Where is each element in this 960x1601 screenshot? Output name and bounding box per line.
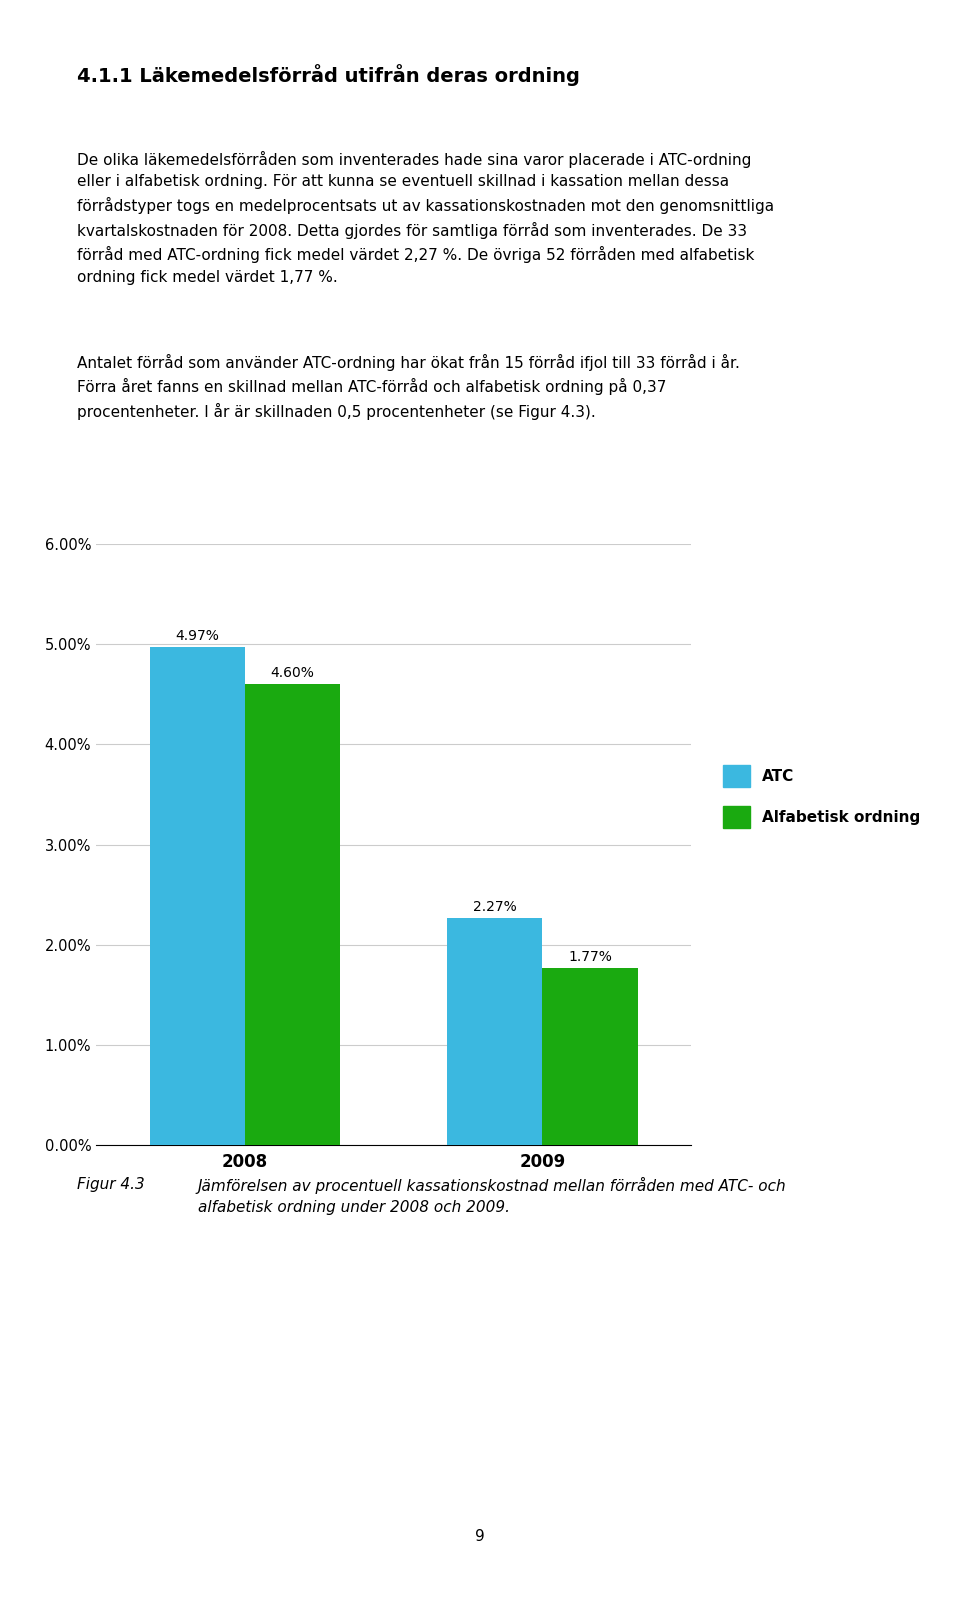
Text: 4.60%: 4.60% xyxy=(271,666,314,680)
Text: Jämförelsen av procentuell kassationskostnad mellan förråden med ATC- och
alfabe: Jämförelsen av procentuell kassationskos… xyxy=(198,1177,786,1215)
Text: 4.1.1 Läkemedelsförråd utifrån deras ordning: 4.1.1 Läkemedelsförråd utifrån deras ord… xyxy=(77,64,580,86)
Text: 4.97%: 4.97% xyxy=(176,629,219,644)
Text: De olika läkemedelsförråden som inventerades hade sina varor placerade i ATC-ord: De olika läkemedelsförråden som inventer… xyxy=(77,150,774,285)
Text: Figur 4.3: Figur 4.3 xyxy=(77,1177,145,1191)
Text: 2.27%: 2.27% xyxy=(473,900,516,914)
Text: 9: 9 xyxy=(475,1529,485,1545)
Bar xyxy=(542,967,637,1145)
Bar xyxy=(245,685,340,1145)
Bar xyxy=(447,917,542,1145)
Text: Antalet förråd som använder ATC-ordning har ökat från 15 förråd ifjol till 33 fö: Antalet förråd som använder ATC-ordning … xyxy=(77,354,739,419)
Legend: ATC, Alfabetisk ordning: ATC, Alfabetisk ordning xyxy=(723,765,921,828)
Text: 1.77%: 1.77% xyxy=(568,949,612,964)
Bar xyxy=(150,647,245,1145)
